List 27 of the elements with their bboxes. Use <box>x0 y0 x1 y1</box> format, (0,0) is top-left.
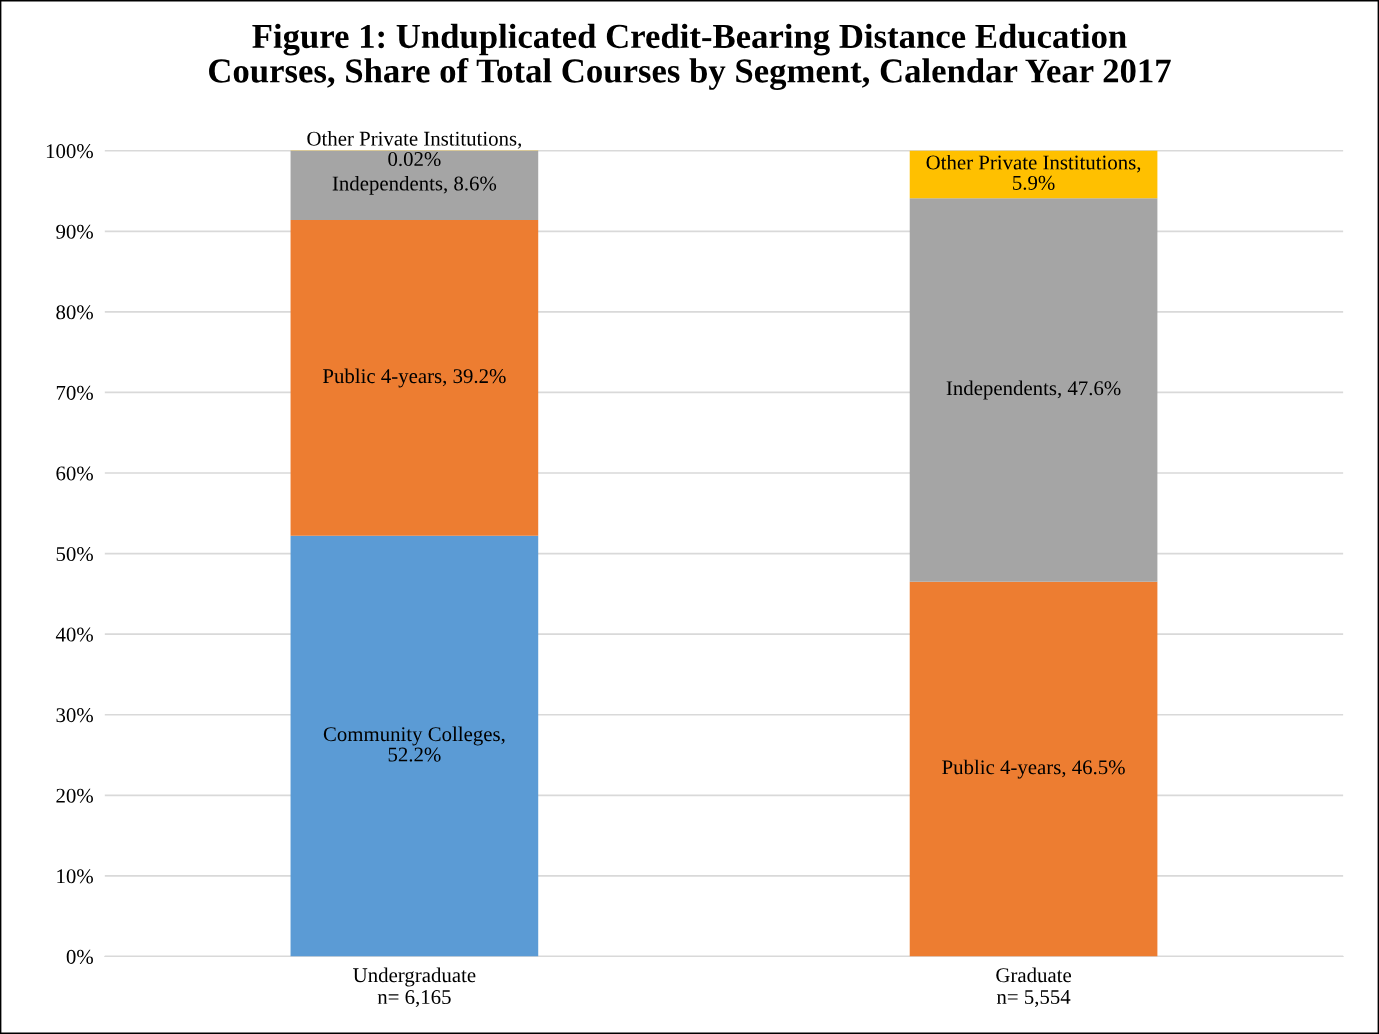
data-label: Other Private Institutions, 0.02% <box>307 131 521 167</box>
y-tick-label: 20% <box>56 788 93 803</box>
y-tick-label: 70% <box>56 385 93 400</box>
bar <box>290 150 539 221</box>
y-tick-label: 50% <box>56 546 93 562</box>
bar <box>290 220 539 536</box>
y-tick-label: 80% <box>56 305 93 320</box>
data-label: Public 4-years, 39.2% <box>322 368 506 388</box>
y-tick-label: 60% <box>56 466 93 481</box>
x-tick-label: Graduate n= 5,554 <box>996 967 1072 1008</box>
y-tick-label: 90% <box>56 224 93 239</box>
y-tick-label: 0% <box>66 949 93 964</box>
data-label: Independents, 47.6% <box>946 380 1121 400</box>
chart-title: Figure 1: Unduplicated Credit-Bearing Distance Education Courses, Share of Total Courses by Segment, Calendar Year 2017 <box>209 23 1171 91</box>
x-tick-label: Undergraduate n= 6,165 <box>353 967 476 1008</box>
bar <box>909 150 1158 199</box>
data-label: Community Colleges, 52.2% <box>323 726 505 762</box>
y-tick-label: 100% <box>46 144 93 159</box>
y-tick-label: 30% <box>56 708 93 723</box>
bar <box>909 581 1158 957</box>
bar <box>909 198 1158 582</box>
bar <box>290 535 539 957</box>
y-tick-label: 10% <box>57 869 93 884</box>
data-label: Other Private Institutions, 5.9% <box>926 154 1141 190</box>
y-tick-label: 40% <box>55 627 93 642</box>
data-label: Public 4-years, 46.5% <box>942 759 1125 779</box>
data-label: Independents, 8.6% <box>332 175 497 195</box>
